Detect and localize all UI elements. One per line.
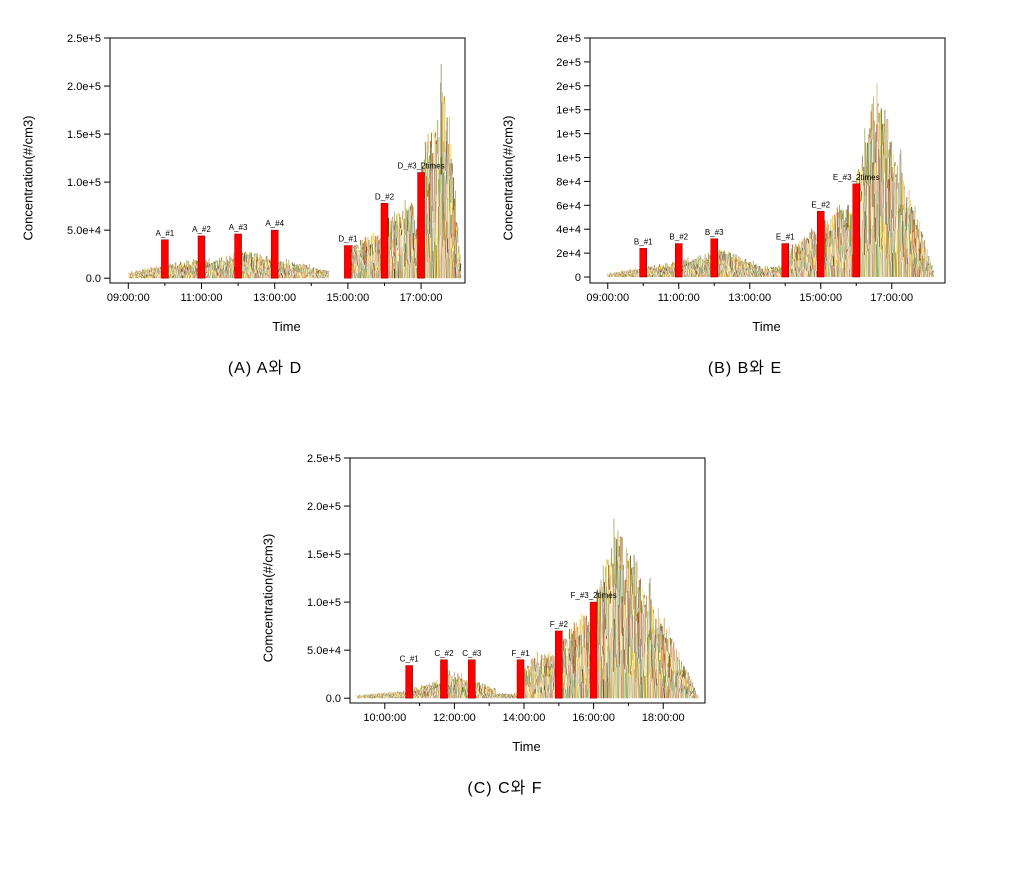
chart-wrap-B: B_#1 B_#2 B_#3 E_#1 E_#2 E_#3_2times 09:00:00 1… (530, 18, 960, 338)
svg-text:B_#2: B_#2 (669, 233, 688, 242)
y-label: Comcentration(#/cm3) (261, 534, 276, 663)
svg-text:1e+5: 1e+5 (556, 105, 581, 117)
svg-text:A_#4: A_#4 (265, 219, 284, 228)
svg-text:6e+4: 6e+4 (556, 200, 581, 212)
svg-text:13:00:00: 13:00:00 (253, 292, 296, 304)
y-label: Concentration(#/cm3) (501, 116, 516, 241)
chart-caption: (B) B와 E (708, 354, 782, 378)
svg-text:1e+5: 1e+5 (556, 153, 581, 165)
svg-text:1.0e+5: 1.0e+5 (67, 177, 101, 189)
svg-text:1e+5: 1e+5 (556, 129, 581, 141)
chart-caption: (C) C와 F (467, 774, 542, 798)
chart-block-B: B_#1 B_#2 B_#3 E_#1 E_#2 E_#3_2times 09:00:00 1… (530, 18, 960, 378)
svg-text:2.0e+5: 2.0e+5 (67, 81, 101, 93)
y-label: Concentration(#/cm3) (21, 116, 36, 241)
svg-text:B_#3: B_#3 (705, 228, 724, 237)
svg-text:0: 0 (575, 272, 581, 284)
svg-text:13:00:00: 13:00:00 (728, 292, 771, 304)
svg-text:0.0: 0.0 (86, 273, 101, 285)
chart-wrap-C: C_#1C_#2C_#3F_#1F_#2F_#3_2times10:00:001… (290, 438, 720, 758)
svg-text:E_#2: E_#2 (811, 200, 830, 209)
svg-text:15:00:00: 15:00:00 (799, 292, 842, 304)
svg-text:A_#1: A_#1 (156, 229, 175, 238)
svg-text:17:00:00: 17:00:00 (400, 292, 443, 304)
svg-text:2.5e+5: 2.5e+5 (67, 33, 101, 45)
svg-text:A_#2: A_#2 (192, 225, 211, 234)
svg-text:E_#1: E_#1 (776, 233, 795, 242)
svg-text:2e+5: 2e+5 (556, 33, 581, 45)
svg-text:09:00:00: 09:00:00 (586, 292, 629, 304)
svg-text:A_#3: A_#3 (229, 223, 248, 232)
svg-text:11:00:00: 11:00:00 (180, 292, 222, 304)
x-label: Time (752, 319, 780, 334)
chart-wrap-A: A_#1 A_#2 A_#3 A_#4 D_#1 D_#2 D_#3_2times 09:00… (50, 18, 480, 338)
svg-text:D_#1: D_#1 (338, 235, 358, 244)
svg-text:2e+5: 2e+5 (556, 57, 581, 69)
svg-text:11:00:00: 11:00:00 (658, 292, 700, 304)
chart-block-C: C_#1C_#2C_#3F_#1F_#2F_#3_2times10:00:001… (290, 438, 720, 798)
svg-text:17:00:00: 17:00:00 (870, 292, 913, 304)
x-label: Time (272, 319, 300, 334)
svg-text:1.5e+5: 1.5e+5 (67, 129, 101, 141)
svg-text:4e+4: 4e+4 (556, 224, 581, 236)
svg-text:2e+5: 2e+5 (556, 81, 581, 93)
svg-text:D_#3_2times: D_#3_2times (398, 162, 445, 171)
x-label: Time (512, 739, 540, 754)
chart-block-A: A_#1 A_#2 A_#3 A_#4 D_#1 D_#2 D_#3_2times 09:00… (50, 18, 480, 378)
svg-text:15:00:00: 15:00:00 (326, 292, 369, 304)
svg-text:09:00:00: 09:00:00 (107, 292, 150, 304)
svg-text:5.0e+4: 5.0e+4 (67, 225, 101, 237)
svg-text:E_#3_2times: E_#3_2times (833, 173, 880, 182)
svg-text:D_#2: D_#2 (375, 192, 395, 201)
svg-text:8e+4: 8e+4 (556, 176, 581, 188)
chart-caption: (A) A와 D (228, 354, 302, 378)
svg-text:2e+4: 2e+4 (556, 248, 581, 260)
svg-text:B_#1: B_#1 (634, 237, 653, 246)
